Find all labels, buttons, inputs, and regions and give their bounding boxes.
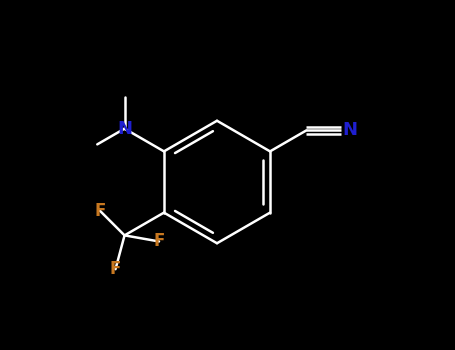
- Text: F: F: [153, 232, 165, 251]
- Text: N: N: [117, 120, 132, 138]
- Text: N: N: [343, 121, 358, 139]
- Text: F: F: [94, 202, 106, 220]
- Text: F: F: [110, 260, 121, 278]
